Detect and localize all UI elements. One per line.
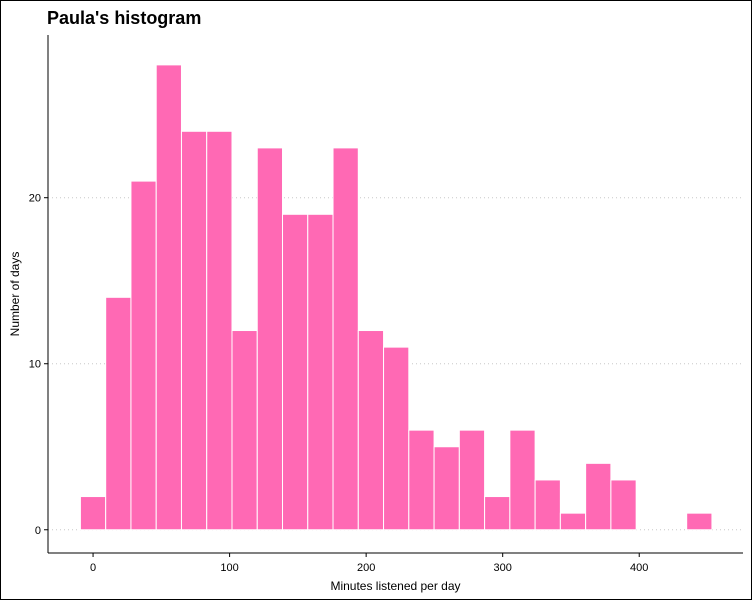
histogram-bar (383, 346, 410, 531)
bars (79, 64, 713, 531)
x-axis-ticks: 0 100 200 300 400 (90, 553, 648, 574)
histogram-bar (585, 462, 612, 531)
x-tick-label: 300 (494, 562, 512, 574)
histogram-bar (79, 496, 107, 531)
histogram-bar (231, 330, 258, 531)
x-axis-title: Minutes listened per day (330, 579, 460, 593)
histogram-bar (534, 479, 561, 531)
histogram-bar (686, 512, 713, 531)
histogram-bar (105, 296, 132, 531)
histogram-bar (458, 429, 486, 531)
chart-title: Paula's histogram (47, 8, 201, 28)
histogram-bar (433, 446, 460, 531)
x-tick-label: 400 (630, 562, 648, 574)
histogram-bar (180, 130, 208, 531)
histogram-bar (408, 429, 435, 531)
histogram-bar (130, 180, 157, 531)
histogram-bar (509, 429, 536, 531)
y-tick-label: 20 (29, 193, 41, 205)
histogram-bar (559, 512, 587, 531)
histogram-bar (155, 64, 182, 531)
x-tick-label: 100 (220, 562, 238, 574)
histogram-bar (282, 213, 309, 531)
histogram-bar (484, 496, 511, 531)
y-tick-label: 0 (35, 525, 41, 537)
histogram-bar (357, 330, 385, 531)
y-axis-ticks: 0 10 20 (29, 193, 48, 537)
y-tick-label: 10 (29, 359, 41, 371)
x-tick-label: 200 (357, 562, 375, 574)
histogram-bar (610, 479, 637, 531)
x-tick-label: 0 (90, 562, 96, 574)
histogram-bar (206, 130, 233, 531)
histogram-bar (307, 213, 334, 531)
y-axis-title: Number of days (8, 252, 22, 337)
histogram-bar (256, 147, 284, 531)
histogram-bar (332, 147, 359, 531)
